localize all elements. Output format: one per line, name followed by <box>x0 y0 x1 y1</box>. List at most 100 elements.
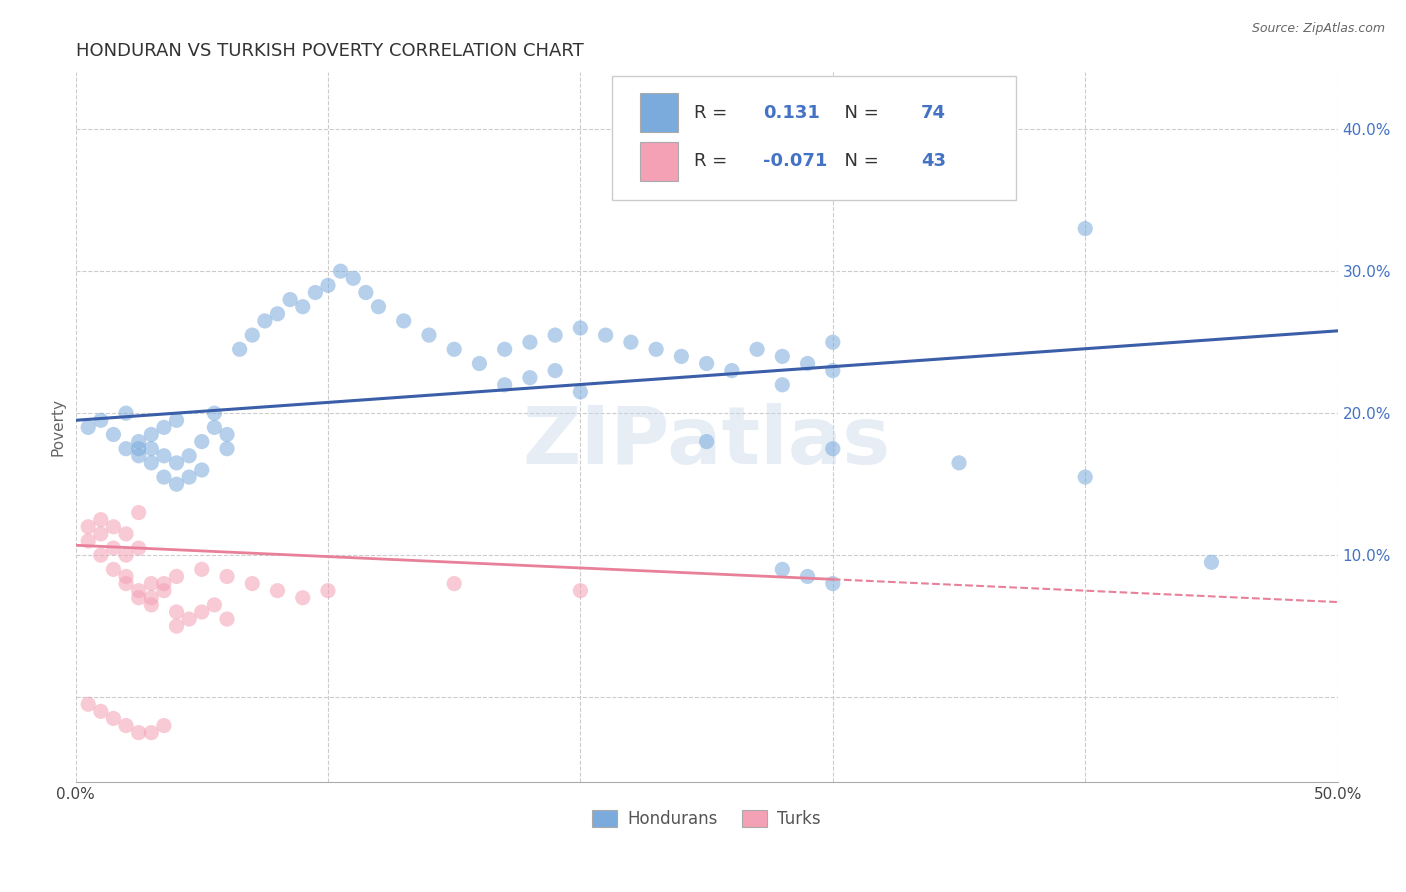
Point <box>228 343 250 357</box>
Point <box>141 427 163 442</box>
Text: 74: 74 <box>921 103 946 122</box>
Point <box>494 343 516 357</box>
Point <box>191 605 214 619</box>
Point <box>544 328 567 343</box>
Point <box>253 314 276 328</box>
Point <box>202 406 225 420</box>
Point <box>215 427 238 442</box>
FancyBboxPatch shape <box>640 94 678 132</box>
Point <box>392 314 415 328</box>
Point <box>821 165 844 179</box>
Point <box>103 520 125 534</box>
Point <box>128 583 150 598</box>
Point <box>153 449 176 463</box>
Point <box>153 583 176 598</box>
Point <box>191 562 214 576</box>
Point <box>304 285 326 300</box>
Legend: Hondurans, Turks: Hondurans, Turks <box>585 803 828 834</box>
Point <box>367 300 389 314</box>
Point <box>90 704 112 718</box>
Point <box>128 506 150 520</box>
Point <box>1074 470 1097 484</box>
Point <box>671 350 693 364</box>
Point <box>796 569 818 583</box>
Point <box>569 384 592 399</box>
Point <box>1074 221 1097 235</box>
Point <box>316 278 339 293</box>
Point <box>153 576 176 591</box>
Point <box>115 527 138 541</box>
Point <box>645 343 668 357</box>
Point <box>90 513 112 527</box>
Point <box>240 576 263 591</box>
Point <box>796 357 818 371</box>
Point <box>821 576 844 591</box>
Point <box>90 413 112 427</box>
Point <box>166 619 188 633</box>
Point <box>103 541 125 555</box>
Point <box>103 427 125 442</box>
Text: 43: 43 <box>921 153 946 170</box>
Point <box>128 449 150 463</box>
Point <box>821 442 844 456</box>
Point <box>90 527 112 541</box>
Point <box>266 583 288 598</box>
Point <box>544 363 567 377</box>
Point <box>141 598 163 612</box>
Point <box>128 434 150 449</box>
Point <box>191 434 214 449</box>
Point <box>202 598 225 612</box>
Point <box>128 591 150 605</box>
Point <box>291 591 314 605</box>
Point <box>103 711 125 725</box>
Point <box>115 569 138 583</box>
Point <box>166 456 188 470</box>
Point <box>77 520 100 534</box>
Point <box>354 285 377 300</box>
Point <box>948 165 970 179</box>
Point <box>215 612 238 626</box>
Point <box>770 562 793 576</box>
Point <box>115 576 138 591</box>
Point <box>240 328 263 343</box>
Point <box>166 569 188 583</box>
Point <box>620 335 643 350</box>
Text: ZIPatlas: ZIPatlas <box>523 402 891 481</box>
Point <box>153 420 176 434</box>
Point <box>115 406 138 420</box>
Text: Source: ZipAtlas.com: Source: ZipAtlas.com <box>1251 22 1385 36</box>
FancyBboxPatch shape <box>612 76 1015 200</box>
Point <box>821 335 844 350</box>
Point <box>266 307 288 321</box>
Point <box>77 533 100 548</box>
Point <box>77 698 100 712</box>
Text: 0.131: 0.131 <box>763 103 820 122</box>
Point <box>948 179 970 194</box>
Point <box>141 442 163 456</box>
Point <box>329 264 352 278</box>
Text: HONDURAN VS TURKISH POVERTY CORRELATION CHART: HONDURAN VS TURKISH POVERTY CORRELATION … <box>76 42 583 60</box>
Point <box>166 413 188 427</box>
Point <box>166 477 188 491</box>
Point <box>948 151 970 165</box>
Point <box>721 363 744 377</box>
Point <box>770 350 793 364</box>
Point <box>745 343 768 357</box>
Point <box>179 470 201 484</box>
Point <box>418 328 440 343</box>
Point <box>202 420 225 434</box>
Point <box>494 377 516 392</box>
Text: N =: N = <box>832 153 884 170</box>
Point <box>103 562 125 576</box>
Point <box>443 343 465 357</box>
Text: R =: R = <box>695 103 733 122</box>
Point <box>443 576 465 591</box>
Text: -0.071: -0.071 <box>763 153 828 170</box>
Point <box>291 300 314 314</box>
Point <box>770 377 793 392</box>
Point <box>821 363 844 377</box>
Point <box>215 569 238 583</box>
Point <box>342 271 364 285</box>
Point <box>141 456 163 470</box>
Point <box>948 456 970 470</box>
